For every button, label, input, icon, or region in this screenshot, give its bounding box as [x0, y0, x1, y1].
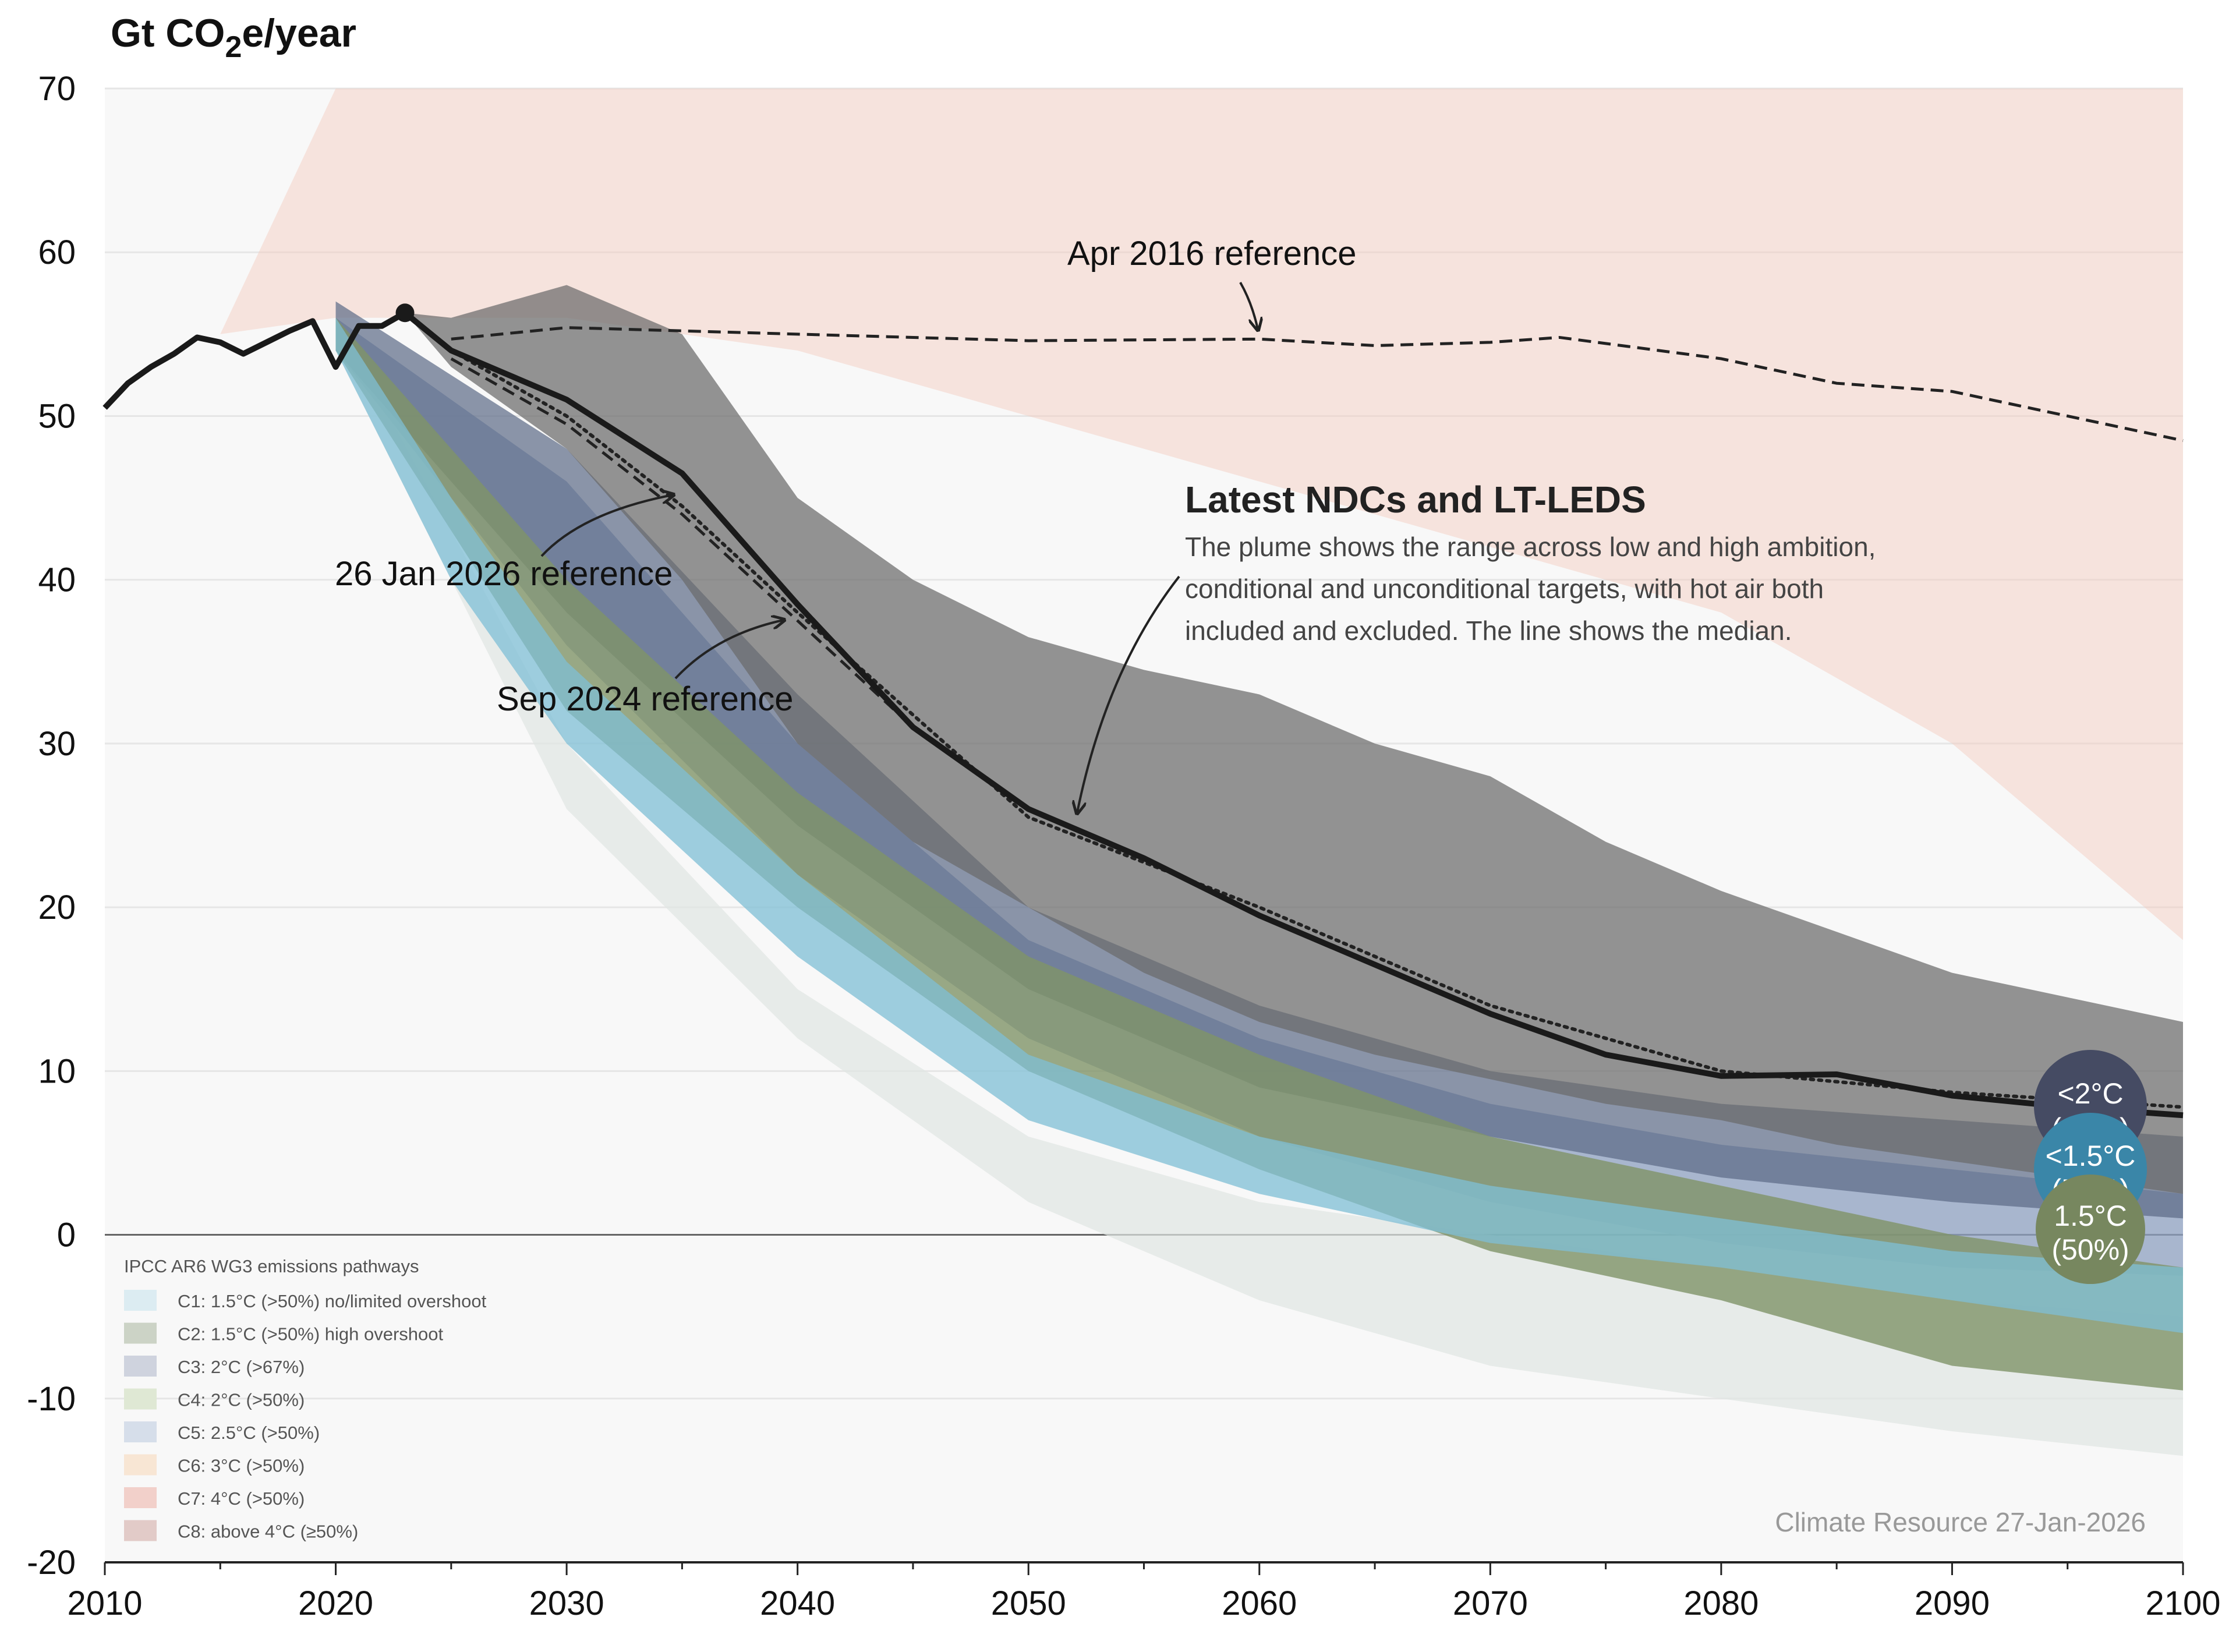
legend-item-label: C4: 2°C (>50%) [178, 1390, 305, 1410]
legend-swatch [124, 1322, 157, 1344]
svg-text:<1.5°C: <1.5°C [2046, 1140, 2136, 1172]
y-tick-label: 20 [38, 889, 76, 926]
sep2024-label: Sep 2024 reference [497, 680, 793, 718]
legend-title: IPCC AR6 WG3 emissions pathways [124, 1256, 419, 1276]
legend-swatch [124, 1520, 157, 1541]
credit: Climate Resource 27-Jan-2026 [1775, 1507, 2146, 1537]
ndc-median-line [403, 310, 2184, 1119]
legend-swatch [124, 1290, 157, 1311]
y-tick-label: 0 [57, 1216, 76, 1254]
ndc-body-1: The plume shows the range across low and… [1185, 532, 1876, 562]
latest-point-marker [395, 303, 415, 323]
jan2026-arrow [540, 495, 673, 557]
legend-item-label: C7: 4°C (>50%) [178, 1488, 305, 1509]
x-tick-label: 2090 [1915, 1584, 1990, 1622]
legend-swatch [124, 1454, 157, 1476]
badge-15c-overshoot: 1.5°C (50%) [2036, 1175, 2145, 1284]
y-tick-label: 60 [38, 234, 76, 271]
x-tick-label: 2060 [1222, 1584, 1297, 1622]
y-tick-label: -10 [27, 1380, 76, 1418]
apr2016-reference-line [451, 326, 2184, 443]
ndc-plume [405, 285, 2183, 1194]
y-tick-label: -20 [27, 1544, 76, 1582]
legend-swatch [124, 1421, 157, 1442]
y-tick-label: 40 [38, 561, 76, 599]
y-tick-label: 30 [38, 725, 76, 763]
legend-item-label: C3: 2°C (>67%) [178, 1357, 305, 1377]
legend-item-label: C8: above 4°C (≥50%) [178, 1522, 358, 1542]
y-tick-label: 70 [38, 70, 76, 108]
sep2024-arrow [674, 620, 783, 680]
x-tick-label: 2050 [991, 1584, 1066, 1622]
jan2026-label: 26 Jan 2026 reference [335, 555, 673, 593]
x-tick-label: 2080 [1683, 1584, 1759, 1622]
x-tick-label: 2070 [1453, 1584, 1528, 1622]
svg-text:1.5°C: 1.5°C [2054, 1200, 2127, 1232]
x-tick-label: 2040 [760, 1584, 835, 1622]
ipcc-band-c7 [220, 89, 2183, 940]
legend: IPCC AR6 WG3 emissions pathways C1: 1.5°… [124, 1256, 487, 1542]
x-tick-label: 2100 [2145, 1584, 2220, 1622]
historical-line [102, 310, 406, 410]
legend-swatch [124, 1487, 157, 1508]
svg-text:(50%): (50%) [2051, 1233, 2129, 1266]
svg-text:<2°C: <2°C [2057, 1077, 2123, 1110]
y-tick-label: 50 [38, 397, 76, 435]
ndc-title: Latest NDCs and LT-LEDS [1185, 479, 1646, 521]
ipcc-band-c1 [335, 317, 2183, 1333]
x-tick-label: 2020 [298, 1584, 373, 1622]
ndc-body-3: included and excluded. The line shows th… [1185, 615, 1792, 646]
x-tick-label: 2030 [529, 1584, 604, 1622]
ndc-arrow [1077, 575, 1180, 812]
y-axis-label: Gt CO2e/year [111, 11, 356, 64]
legend-item-label: C6: 3°C (>50%) [178, 1456, 305, 1476]
legend-item-label: C5: 2.5°C (>50%) [178, 1423, 320, 1443]
legend-item-label: C1: 1.5°C (>50%) no/limited overshoot [178, 1291, 487, 1311]
y-tick-label: 10 [38, 1052, 76, 1090]
legend-item-label: C2: 1.5°C (>50%) high overshoot [178, 1324, 444, 1345]
legend-swatch [124, 1388, 157, 1410]
x-tick-label: 2010 [67, 1584, 142, 1622]
jan2026-reference-line [449, 348, 2185, 1109]
apr2016-label: Apr 2016 reference [1067, 235, 1357, 273]
apr2016-arrow [1239, 282, 1258, 329]
legend-swatch [124, 1356, 157, 1377]
ndc-body-2: conditional and unconditional targets, w… [1185, 574, 1824, 604]
